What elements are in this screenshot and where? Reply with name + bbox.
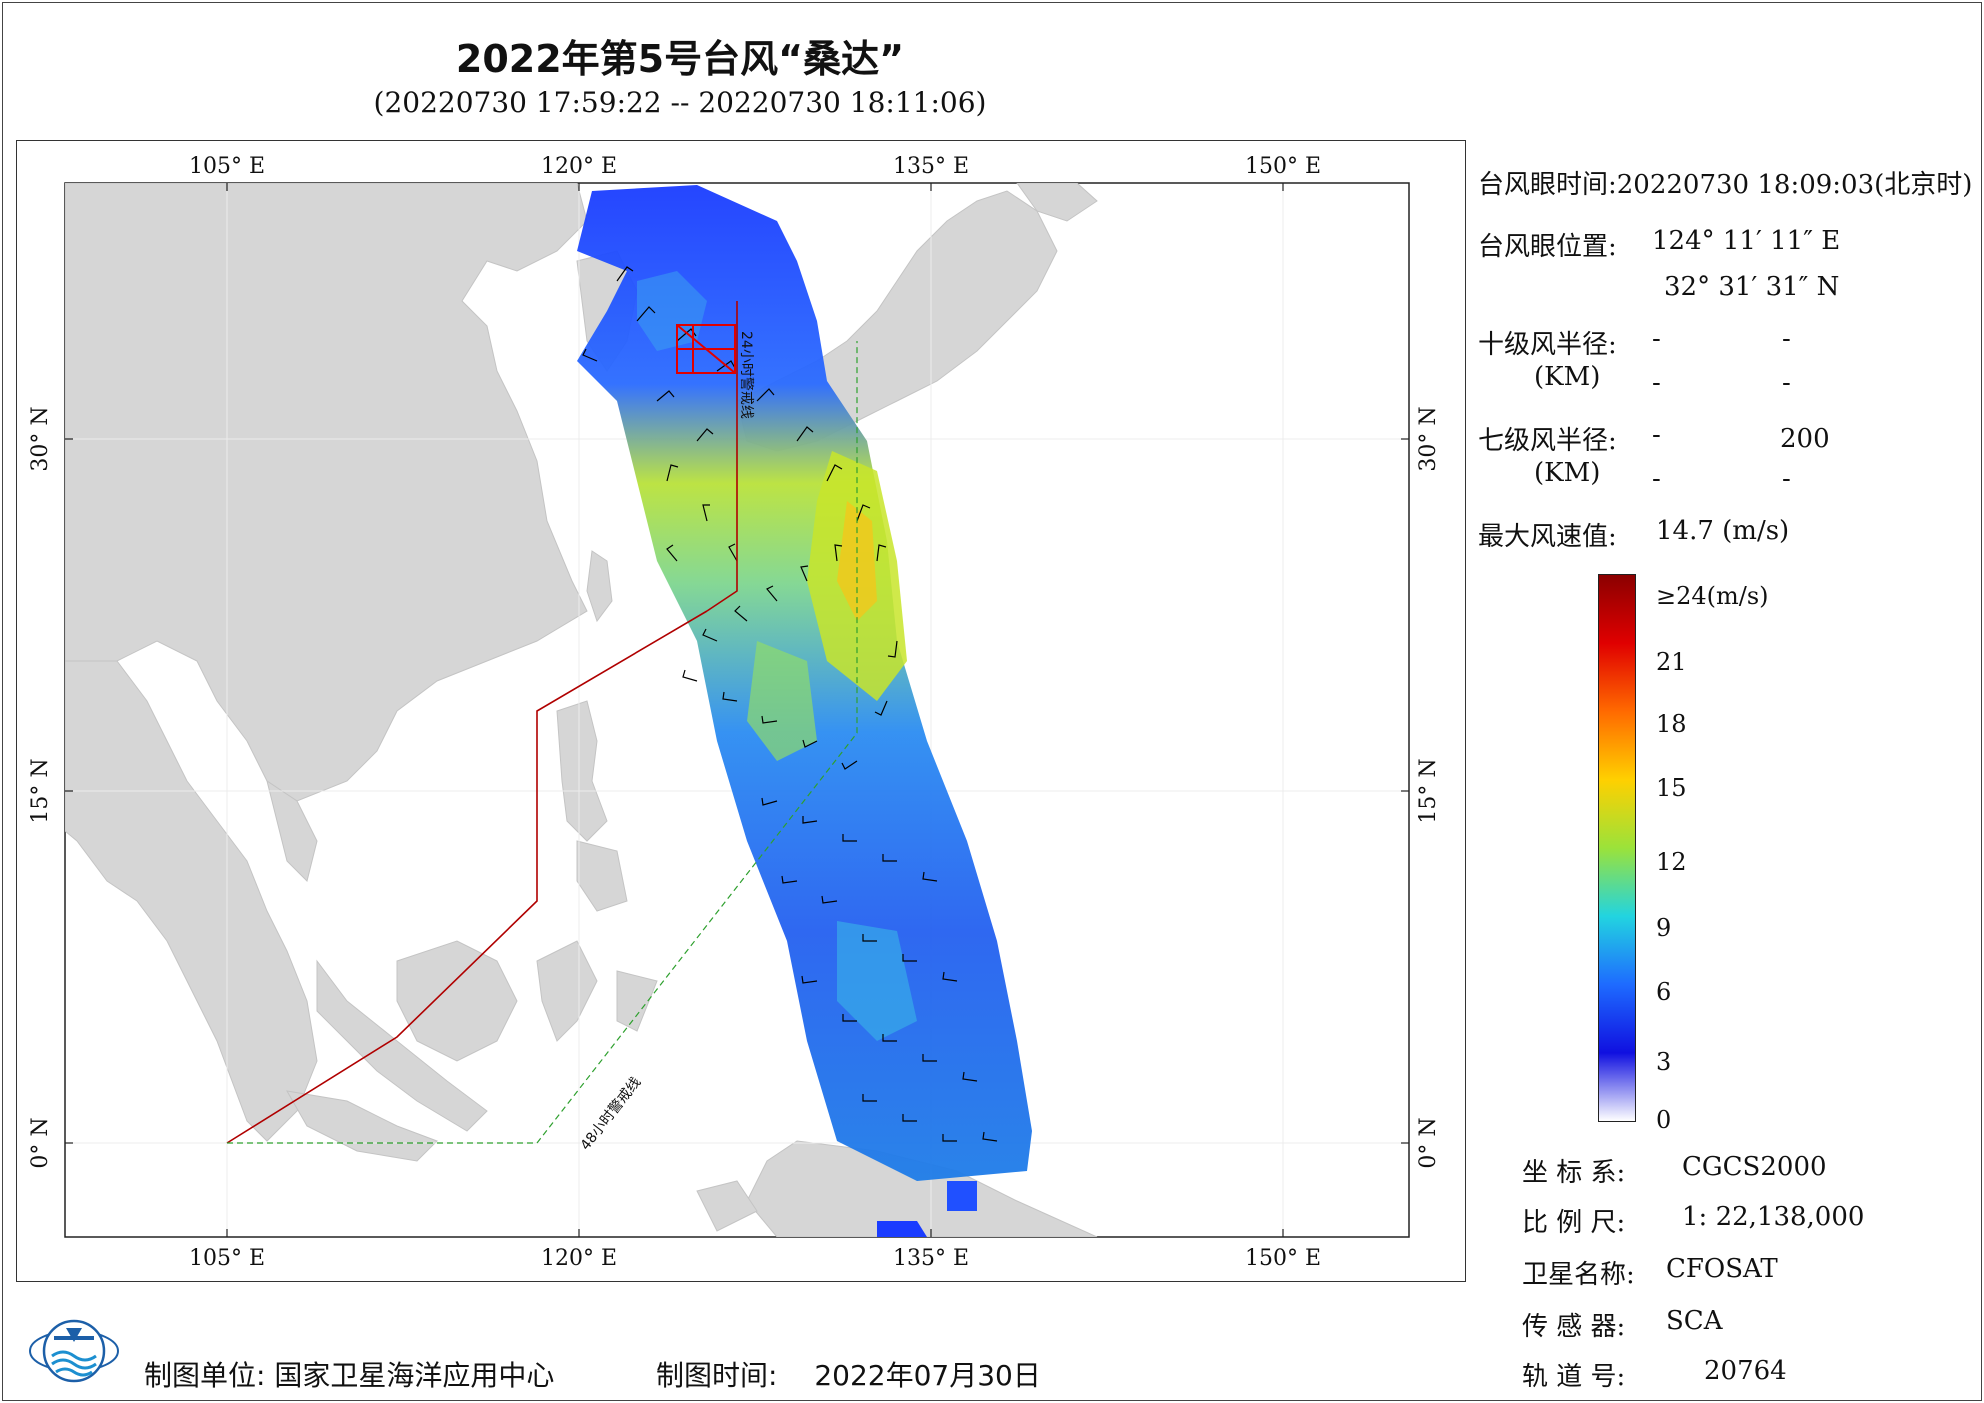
lat-label-15-right: 15° N xyxy=(1416,758,1441,823)
lat-label-30-left: 30° N xyxy=(28,406,53,471)
eye-longitude: 124° 11′ 11″ E xyxy=(1652,226,1841,256)
lat-label-0-left: 0° N xyxy=(28,1117,53,1168)
lon-label-105-top: 105° E xyxy=(189,154,265,179)
r10-label: 十级风半径: xyxy=(1478,330,1617,360)
colorbar-label-0: 0 xyxy=(1656,1106,1672,1134)
eye-time-row: 台风眼时间:20220730 18:09:03(北京时) xyxy=(1478,164,1972,201)
lon-label-105-bottom: 105° E xyxy=(189,1246,265,1271)
r7-value-3: - xyxy=(1652,464,1661,494)
orbit-label: 轨 道 号: xyxy=(1522,1362,1626,1392)
lat-labels-left: 30° N 15° N 0° N xyxy=(28,406,53,1168)
colorbar-label-9: 9 xyxy=(1656,914,1672,942)
nsoas-logo xyxy=(29,1319,119,1383)
coord-label: 坐 标 系: xyxy=(1522,1158,1626,1188)
footer-unit-value: 国家卫星海洋应用中心 xyxy=(274,1359,555,1392)
wind-field-map: 24小时警戒线 48小时警戒线 105° E 120° E 135° E 150… xyxy=(28,154,1441,1271)
r7-value-2: 200 xyxy=(1780,424,1830,454)
eye-time-label: 台风眼时间: xyxy=(1478,170,1617,200)
map-panel: 24小时警戒线 48小时警戒线 105° E 120° E 135° E 150… xyxy=(16,140,1466,1282)
map-title: 2022年第5号台风“桑达” xyxy=(455,37,905,81)
lon-label-135-bottom: 135° E xyxy=(893,1246,969,1271)
satellite-label: 卫星名称: xyxy=(1522,1260,1635,1290)
lat-label-30-right: 30° N xyxy=(1416,406,1441,471)
r10-value-2: - xyxy=(1782,324,1791,354)
scale-label: 比 例 尺: xyxy=(1522,1208,1626,1238)
lat-label-15-left: 15° N xyxy=(28,758,53,823)
footer-time: 制图时间: 2022年07月30日 xyxy=(656,1354,1041,1394)
colorbar-label-24: ≥24(m/s) xyxy=(1656,582,1769,610)
r7-value-1: - xyxy=(1652,420,1661,450)
satellite-value: CFOSAT xyxy=(1666,1254,1778,1284)
typhoon-eye-marker xyxy=(676,324,736,374)
sensor-value: SCA xyxy=(1666,1306,1723,1336)
eye-latitude: 32° 31′ 31″ N xyxy=(1664,272,1840,302)
lon-labels-top: 105° E 120° E 135° E 150° E xyxy=(189,154,1321,179)
coord-value: CGCS2000 xyxy=(1682,1152,1827,1182)
warning-line-48h-boundary xyxy=(226,610,708,1144)
orbit-value: 20764 xyxy=(1704,1356,1787,1386)
eye-position-label: 台风眼位置: xyxy=(1478,232,1617,262)
footer-unit-label: 制图单位: xyxy=(144,1359,266,1392)
footer-time-label: 制图时间: xyxy=(656,1359,778,1392)
r7-value-4: - xyxy=(1782,464,1791,494)
lat-labels-right: 30° N 15° N 0° N xyxy=(1416,406,1441,1168)
lon-label-150-top: 150° E xyxy=(1245,154,1321,179)
wind-barbs xyxy=(582,266,998,1142)
r10-value-1: - xyxy=(1652,324,1661,354)
lon-label-150-bottom: 150° E xyxy=(1245,1246,1321,1271)
colorbar-label-18: 18 xyxy=(1656,710,1687,738)
colorbar-label-12: 12 xyxy=(1656,848,1687,876)
scale-value: 1: 22,138,000 xyxy=(1682,1202,1865,1232)
map-subtitle: (20220730 17:59:22 -- 20220730 18:11:06) xyxy=(373,86,987,119)
sensor-label: 传 感 器: xyxy=(1522,1312,1626,1342)
r7-label: 七级风半径: xyxy=(1478,426,1617,456)
r10-value-3: - xyxy=(1652,368,1661,398)
land xyxy=(65,183,1098,1237)
wind-speed-colorbar xyxy=(1598,574,1636,1122)
r10-value-4: - xyxy=(1782,368,1791,398)
lon-labels-bottom: 105° E 120° E 135° E 150° E xyxy=(189,1246,1321,1271)
colorbar-label-3: 3 xyxy=(1656,1048,1672,1076)
warning-label-24h: 24小时警戒线 xyxy=(738,331,754,419)
lon-label-120-top: 120° E xyxy=(541,154,617,179)
colorbar-label-6: 6 xyxy=(1656,978,1672,1006)
footer-unit: 制图单位: 国家卫星海洋应用中心 xyxy=(144,1354,554,1394)
max-wind-label: 最大风速值: xyxy=(1478,522,1617,552)
warning-line-48h xyxy=(227,341,858,1144)
warning-line-24h xyxy=(706,301,738,612)
colorbar-label-15: 15 xyxy=(1656,774,1687,802)
footer-time-value: 2022年07月30日 xyxy=(814,1359,1041,1392)
lon-label-120-bottom: 120° E xyxy=(541,1246,617,1271)
max-wind-value: 14.7 (m/s) xyxy=(1656,516,1790,546)
lon-label-135-top: 135° E xyxy=(893,154,969,179)
eye-time-value: 20220730 18:09:03(北京时) xyxy=(1616,170,1973,200)
r7-km-label: (KM) xyxy=(1534,458,1601,488)
r10-km-label: (KM) xyxy=(1534,362,1601,392)
colorbar-label-21: 21 xyxy=(1656,648,1687,676)
lat-label-0-right: 0° N xyxy=(1416,1117,1441,1168)
axis-ticks xyxy=(65,183,1409,1237)
wind-swath xyxy=(577,185,1032,1237)
